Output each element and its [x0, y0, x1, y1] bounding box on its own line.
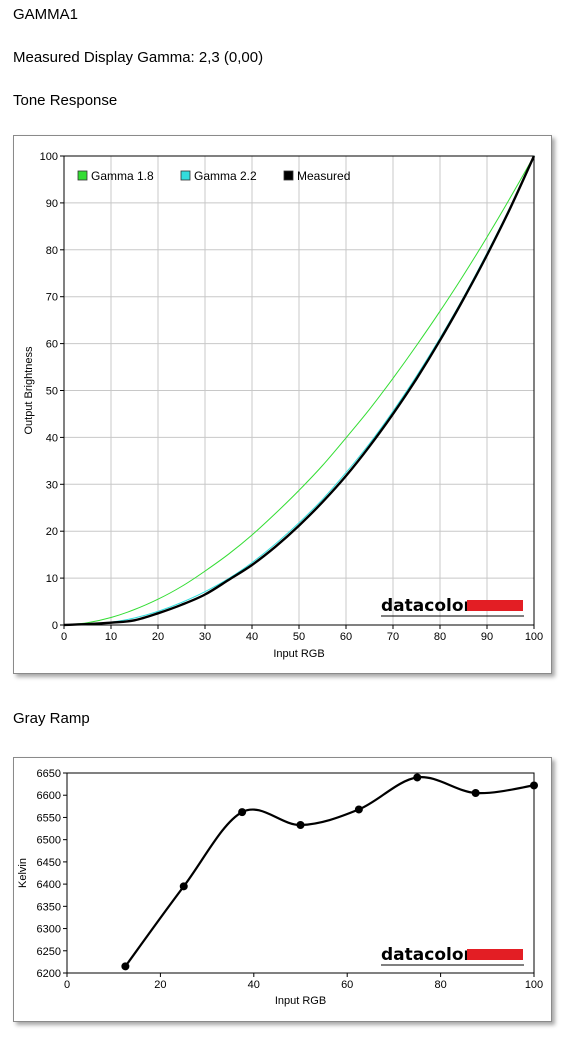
x-axis-title: Input RGB — [275, 995, 326, 1007]
y-tick-label: 60 — [46, 339, 58, 351]
x-axis-title: Input RGB — [273, 648, 324, 660]
datacolor-logo-bar — [467, 949, 523, 960]
y-tick-label: 90 — [46, 198, 58, 210]
kelvin-data-point — [354, 805, 363, 814]
y-tick-label: 6200 — [37, 968, 61, 980]
y-tick-label: 6650 — [37, 768, 61, 780]
x-tick-label: 50 — [293, 631, 305, 643]
y-tick-label: 50 — [46, 386, 58, 398]
x-tick-label: 40 — [246, 631, 258, 643]
x-tick-label: 60 — [340, 631, 352, 643]
plot-border — [66, 772, 535, 974]
x-tick-label: 80 — [434, 979, 446, 991]
y-tick-label: 40 — [46, 432, 58, 444]
tone-response-chart: 0 10 20 30 40 50 60 70 80 90 100 0 10 20 30 40 50 60 70 80 9… — [23, 151, 543, 660]
x-tick-label: 100 — [525, 979, 543, 991]
x-tick-label: 40 — [248, 979, 260, 991]
x-tick-label: 10 — [105, 631, 117, 643]
y-axis-title: Kelvin — [17, 858, 29, 888]
y-axis-title: Output Brightness — [23, 346, 35, 435]
datacolor-logo-text: datacolor — [381, 945, 473, 965]
legend-label-2: Gamma 2.2 — [194, 169, 257, 183]
x-tick-label: 20 — [152, 631, 164, 643]
kelvin-data-point — [471, 789, 480, 797]
y-tick-label: 6600 — [37, 790, 61, 802]
kelvin-data-point — [413, 773, 422, 782]
y-tick-label: 6250 — [37, 946, 61, 958]
datacolor-logo-bar — [467, 600, 523, 611]
y-tick-label: 6500 — [37, 835, 61, 847]
y-tick-label: 6450 — [37, 857, 61, 869]
legend-swatch-2 — [180, 170, 191, 181]
y-tick-label: 10 — [46, 573, 58, 585]
y-tick-label: 0 — [52, 620, 58, 632]
x-tick-label: 60 — [341, 979, 353, 991]
gray-ramp-heading: Gray Ramp — [13, 710, 90, 727]
plot-border — [63, 155, 535, 626]
kelvin-data-point — [121, 962, 130, 971]
y-tick-label: 100 — [40, 151, 58, 163]
y-tick-label: 80 — [46, 245, 58, 257]
page-title: GAMMA1 — [13, 6, 79, 23]
measured-gamma-label: Measured Display Gamma: 2,3 (0,00) — [13, 49, 264, 66]
y-tick-label: 6400 — [37, 879, 61, 891]
y-tick-label: 6350 — [37, 901, 61, 913]
x-tick-label: 100 — [525, 631, 543, 643]
x-tick-label: 30 — [199, 631, 211, 643]
tone-response-heading: Tone Response — [13, 92, 118, 109]
y-tick-label: 6550 — [37, 812, 61, 824]
y-tick-label: 6300 — [37, 924, 61, 936]
y-tick-label: 30 — [46, 479, 58, 491]
legend-label-3: Measured — [297, 169, 350, 183]
kelvin-data-point — [238, 808, 247, 817]
gray-ramp-chart-panel: 0 20 40 60 80 100 6200 6250 6300 6350 6400 6450 6500… — [13, 757, 552, 1022]
tone-response-chart-panel: 0 10 20 30 40 50 60 70 80 90 100 0 10 20 30 40 50 60 70 80 9… — [13, 135, 552, 674]
gray-ramp-chart: 0 20 40 60 80 100 6200 6250 6300 6350 6400 6450 6500… — [17, 768, 543, 1007]
kelvin-data-point — [296, 821, 305, 829]
series-line-1 — [63, 155, 535, 626]
legend-label-1: Gamma 1.8 — [91, 169, 154, 183]
x-tick-label: 0 — [61, 631, 67, 643]
x-tick-label: 90 — [481, 631, 493, 643]
x-tick-label: 70 — [387, 631, 399, 643]
legend-swatch-3 — [283, 170, 294, 181]
y-tick-label: 20 — [46, 526, 58, 538]
legend-swatch-1 — [77, 170, 88, 181]
series-line-3 — [63, 155, 536, 627]
kelvin-data-point — [179, 882, 188, 891]
y-tick-label: 70 — [46, 292, 58, 304]
kelvin-data-point — [530, 781, 538, 790]
datacolor-logo-text: datacolor — [381, 596, 473, 616]
x-tick-label: 0 — [64, 979, 70, 991]
x-tick-label: 80 — [434, 631, 446, 643]
x-tick-label: 20 — [154, 979, 166, 991]
